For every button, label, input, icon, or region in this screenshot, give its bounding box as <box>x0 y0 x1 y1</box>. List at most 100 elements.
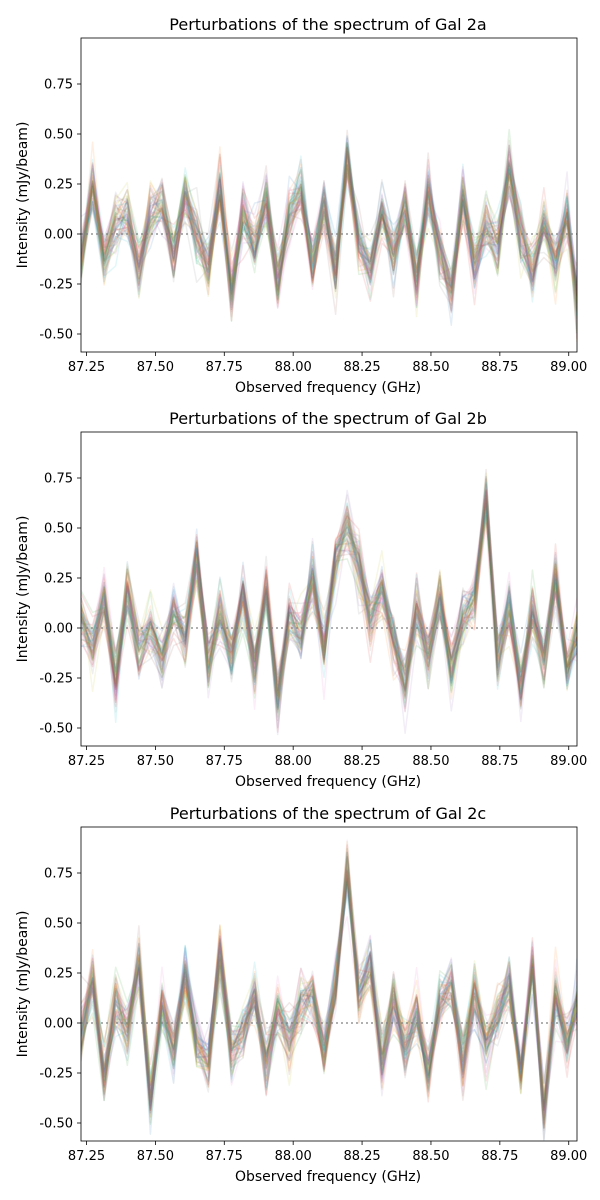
perturbation-line <box>81 884 577 1118</box>
y-ticks: -0.50 -0.25 0.00 0.25 0.50 0.75 <box>39 867 81 1132</box>
perturbation-line <box>81 877 577 1124</box>
perturbation-line <box>81 855 577 1109</box>
perturbation-line <box>81 869 577 1103</box>
perturbation-line <box>81 164 577 306</box>
x-tick-label: 88.25 <box>343 1149 380 1164</box>
y-axis-label: Intensity (mJy/beam) <box>15 911 31 1058</box>
perturbation-line <box>81 147 577 301</box>
perturbation-line <box>81 851 577 1110</box>
perturbation-line <box>81 151 577 318</box>
perturbation-line <box>81 495 577 706</box>
y-tick-label: -0.50 <box>39 1117 73 1132</box>
x-tick-label: 87.25 <box>68 1149 105 1164</box>
perturbation-line <box>81 156 577 323</box>
x-tick-label: 88.25 <box>343 360 380 375</box>
perturbation-line <box>81 853 577 1118</box>
perturbation-line <box>81 170 577 342</box>
perturbation-line <box>81 880 577 1111</box>
x-tick-label: 89.00 <box>550 1149 587 1164</box>
perturbation-line <box>81 876 577 1101</box>
perturbation-line <box>81 844 577 1109</box>
perturbation-line <box>81 876 577 1129</box>
y-tick-label: 0.50 <box>44 917 73 932</box>
perturbation-line <box>81 861 577 1128</box>
perturbation-line <box>81 502 577 704</box>
y-tick-label: -0.25 <box>39 1067 73 1082</box>
perturbation-line <box>81 514 577 699</box>
perturbation-line <box>81 487 577 713</box>
perturbation-line <box>81 159 577 322</box>
perturbation-line <box>81 869 577 1115</box>
perturbation-line <box>81 506 577 708</box>
perturbation-line <box>81 153 577 299</box>
perturbation-line <box>81 509 577 700</box>
perturbation-line <box>81 916 577 1126</box>
perturbation-line <box>81 165 577 334</box>
perturbation-line <box>81 503 577 710</box>
perturbation-line <box>81 875 577 1119</box>
perturbation-line <box>81 142 577 317</box>
perturbation-line <box>81 160 577 312</box>
perturbation-line <box>81 146 577 297</box>
perturbation-line <box>81 484 577 700</box>
perturbation-line <box>81 144 577 316</box>
perturbation-line <box>81 155 577 310</box>
perturbation-line <box>81 468 577 713</box>
perturbation-line <box>81 483 577 709</box>
panel-title: Perturbations of the spectrum of Gal 2b <box>169 409 487 428</box>
perturbation-line <box>81 478 577 722</box>
perturbation-line <box>81 489 577 697</box>
perturbation-line <box>81 481 577 709</box>
perturbation-line <box>81 488 577 710</box>
perturbation-line <box>81 869 577 1108</box>
perturbation-line <box>81 872 577 1119</box>
perturbation-line <box>81 142 577 298</box>
perturbation-line <box>81 161 577 303</box>
x-tick-label: 88.00 <box>275 754 312 769</box>
axes-frame <box>80 37 578 353</box>
perturbation-line <box>81 491 577 711</box>
perturbation-line <box>81 488 577 701</box>
perturbation-line <box>81 128 577 319</box>
perturbation-line <box>81 489 577 699</box>
panel-gal-2c: Perturbations of the spectrum of Gal 2c … <box>15 804 587 1185</box>
y-tick-label: 0.00 <box>44 622 73 637</box>
perturbation-line <box>81 890 577 1111</box>
perturbation-line <box>81 870 577 1110</box>
panel-title: Perturbations of the spectrum of Gal 2a <box>169 15 486 34</box>
perturbation-line <box>81 872 577 1101</box>
perturbation-line <box>81 157 577 309</box>
y-tick-label: 0.75 <box>44 472 73 487</box>
perturbation-line <box>81 871 577 1103</box>
perturbation-line <box>81 874 577 1094</box>
perturbation-line <box>81 874 577 1107</box>
perturbation-line <box>81 874 577 1125</box>
perturbation-line <box>81 886 577 1124</box>
perturbation-line <box>81 514 577 696</box>
perturbation-line <box>81 504 577 697</box>
y-ticks: -0.50 -0.25 0.00 0.25 0.50 0.75 <box>39 472 81 737</box>
x-tick-label: 89.00 <box>550 360 587 375</box>
perturbation-line <box>81 155 577 306</box>
perturbation-line <box>81 497 577 710</box>
x-tick-label: 87.75 <box>206 360 243 375</box>
perturbation-line <box>81 856 577 1113</box>
perturbation-line <box>81 142 577 298</box>
perturbation-line <box>81 141 577 305</box>
perturbation-line <box>81 881 577 1125</box>
axes-frame <box>80 431 578 747</box>
x-tick-label: 88.75 <box>481 754 518 769</box>
perturbation-line <box>81 152 577 309</box>
perturbation-line <box>81 146 577 313</box>
perturbation-line <box>81 489 577 707</box>
perturbation-line <box>81 859 577 1107</box>
perturbation-line <box>81 134 577 316</box>
perturbation-line <box>81 870 577 1112</box>
perturbation-line <box>81 866 577 1129</box>
y-tick-label: -0.50 <box>39 722 73 737</box>
x-ticks: 87.25 87.50 87.75 88.00 88.25 88.50 88.75 89.00 <box>68 1141 587 1164</box>
perturbation-line <box>81 892 577 1111</box>
perturbation-line <box>81 884 577 1129</box>
perturbation-line <box>81 162 577 309</box>
